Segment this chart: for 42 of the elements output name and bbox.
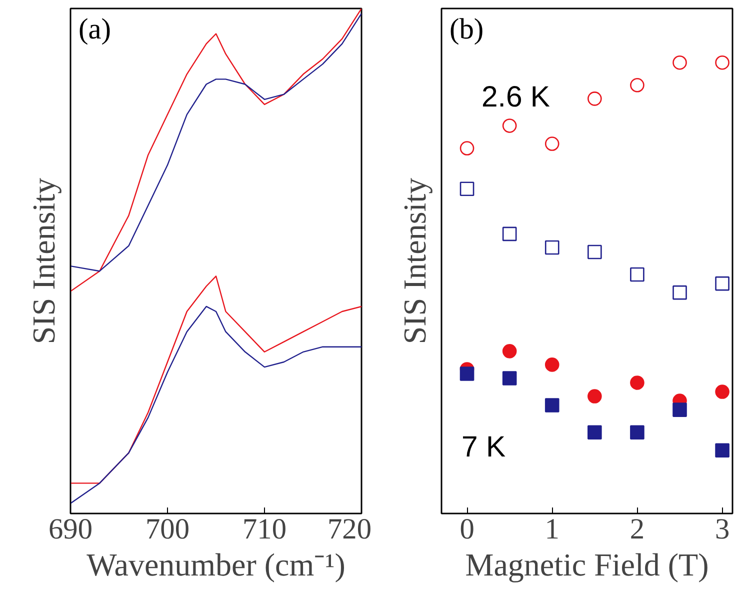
point <box>588 425 602 440</box>
point <box>715 384 730 399</box>
point <box>672 402 687 417</box>
point <box>715 276 730 291</box>
annotation: 7 K <box>462 430 506 464</box>
point <box>672 55 687 70</box>
point <box>544 358 560 372</box>
x-tick-label: 700 <box>146 514 190 546</box>
x-axis-title: Wavenumber (cm⁻¹) <box>86 546 346 582</box>
point <box>502 371 517 386</box>
point <box>460 141 474 156</box>
point <box>715 55 730 70</box>
point <box>630 425 644 440</box>
y-axis-title: SIS Intensity <box>26 178 62 344</box>
text: (b) <box>450 14 484 46</box>
x-tick-label: 3 <box>714 514 730 546</box>
point <box>630 78 644 92</box>
x-tick-label: 690 <box>48 514 93 546</box>
x-axis-title: Magnetic Field (T) <box>465 546 709 582</box>
x-tick-label: 0 <box>460 514 474 546</box>
point <box>502 118 517 133</box>
point <box>544 240 560 255</box>
x-tick-label: 720 <box>328 514 372 546</box>
point <box>715 443 730 458</box>
y-axis-title: SIS Intensity <box>396 178 432 344</box>
x-tick-label: 2 <box>630 514 645 546</box>
point <box>460 182 474 196</box>
point <box>630 376 644 390</box>
point <box>544 398 560 412</box>
point <box>588 389 602 404</box>
point <box>588 92 602 106</box>
x-tick-label: 710 <box>242 514 287 546</box>
point <box>502 226 517 242</box>
annotation: (a) <box>78 14 112 46</box>
point <box>672 285 687 300</box>
point <box>588 244 602 260</box>
annotation: 2.6 K <box>482 80 550 114</box>
point <box>544 136 560 151</box>
point <box>630 267 644 282</box>
point <box>502 344 517 358</box>
x-tick-label: 1 <box>544 514 560 546</box>
point <box>460 366 474 381</box>
